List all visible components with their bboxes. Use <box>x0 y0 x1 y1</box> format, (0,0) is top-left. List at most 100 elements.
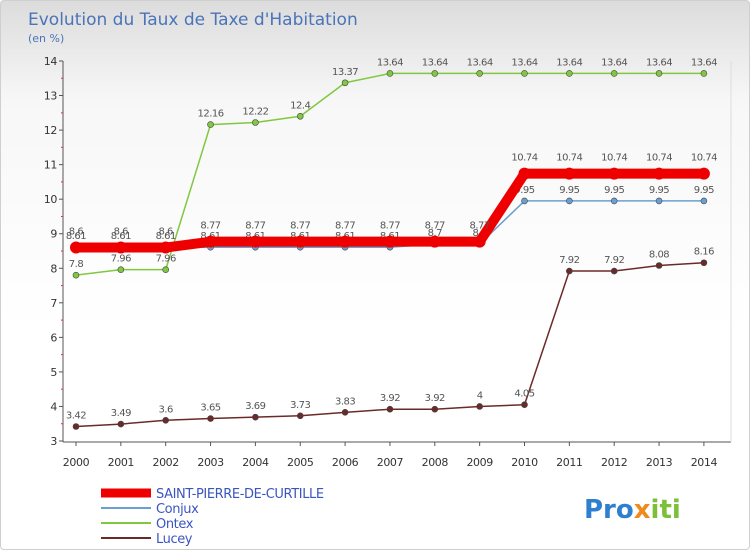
data-label: 13.64 <box>467 57 493 68</box>
data-label: 3.69 <box>245 401 265 412</box>
x-tick-label: 2008 <box>422 456 449 469</box>
data-point <box>207 415 214 422</box>
data-label: 8.61 <box>66 231 86 242</box>
data-label: 13.64 <box>646 57 672 68</box>
data-label: 8.77 <box>200 221 220 232</box>
data-label: 9.95 <box>559 185 579 196</box>
data-label: 8.77 <box>290 221 310 232</box>
data-point <box>521 70 528 77</box>
data-label: 8.6 <box>158 227 173 238</box>
data-point <box>117 266 125 273</box>
data-label: 3.92 <box>425 393 445 404</box>
data-label: 12.22 <box>242 106 268 117</box>
data-label: 3.49 <box>111 408 131 419</box>
data-point <box>204 235 217 248</box>
x-tick-label: 2001 <box>108 456 134 469</box>
legend-label: Conjux <box>156 502 199 517</box>
data-point <box>383 235 396 248</box>
data-label: 7.96 <box>111 254 131 265</box>
data-label: 10.74 <box>556 153 582 164</box>
x-tick-label: 2010 <box>511 456 538 469</box>
data-point <box>296 412 304 420</box>
data-point <box>72 271 80 279</box>
x-ticks: 2000 2001 2002 2003 2004 2005 2006 2007 2008 2009… <box>63 442 718 469</box>
data-label: 8.77 <box>380 221 400 232</box>
chart-subtitle: (en %) <box>28 32 64 45</box>
data-point <box>700 259 708 267</box>
y-tick-label: 12 <box>44 124 57 137</box>
data-point <box>700 70 708 77</box>
data-label: 13.64 <box>601 57 627 68</box>
legend-label: Lucey <box>156 532 193 547</box>
data-point <box>655 70 663 77</box>
data-label: 13.64 <box>377 57 403 68</box>
data-label: 8.77 <box>335 221 355 232</box>
data-point <box>608 167 621 180</box>
data-label: 7.8 <box>69 259 84 270</box>
data-label: 12.16 <box>197 109 223 120</box>
data-label: 9.95 <box>514 185 534 196</box>
x-tick-label: 2011 <box>556 456 582 469</box>
data-label: 3.42 <box>66 410 86 421</box>
data-label: 8.6 <box>114 227 129 238</box>
data-label: 4 <box>477 390 483 401</box>
data-point <box>249 235 262 248</box>
y-tick-label: 11 <box>44 159 57 172</box>
data-point <box>162 416 169 424</box>
data-point <box>610 197 618 205</box>
data-label: 9.95 <box>649 185 669 196</box>
y-tick-label: 4 <box>50 400 57 413</box>
data-label: 3.6 <box>158 404 173 415</box>
data-point <box>655 197 663 205</box>
y-tick-label: 9 <box>50 228 57 241</box>
data-point <box>296 112 304 120</box>
y-tick-label: 13 <box>44 90 58 103</box>
data-label: 10.74 <box>511 153 537 164</box>
data-label: 10.74 <box>646 153 672 164</box>
data-label: 8.08 <box>649 250 669 261</box>
data-label: 10.74 <box>691 153 717 164</box>
data-label: 3.92 <box>380 393 400 404</box>
data-label: 3.83 <box>335 396 355 407</box>
data-point <box>252 413 259 421</box>
data-point <box>566 267 573 275</box>
data-label: 7.96 <box>156 254 176 265</box>
data-label: 7.92 <box>559 255 579 266</box>
data-label: 10.74 <box>601 153 627 164</box>
data-point <box>655 262 663 269</box>
series-ontex: 7.8 7.96 7.96 12.16 12.22 12.4 13.37 13.64 13.64… <box>69 57 718 279</box>
data-label: 8.7 <box>428 228 443 239</box>
legend-label: SAINT-PIERRE-DE-CURTILLE <box>156 487 324 502</box>
data-point <box>566 70 573 77</box>
legend-label: Ontex <box>156 517 194 532</box>
data-point <box>386 70 394 77</box>
data-label: 8.16 <box>694 247 714 258</box>
data-point <box>114 241 127 254</box>
data-label: 9.95 <box>694 185 714 196</box>
x-tick-label: 2014 <box>691 456 718 469</box>
series-lucey: 3.42 3.49 3.6 3.65 3.69 3.73 3.83 3.92 3.92 4 4.05… <box>66 247 715 430</box>
data-point <box>159 241 172 254</box>
data-label: 13.37 <box>332 67 358 78</box>
data-point <box>341 409 349 416</box>
x-tick-label: 2000 <box>63 456 90 469</box>
data-label: 13.64 <box>511 57 537 68</box>
y-tick-label: 6 <box>50 331 57 344</box>
data-point <box>162 266 169 273</box>
data-label: 8.61 <box>156 231 176 242</box>
x-tick-label: 2002 <box>152 456 178 469</box>
x-tick-label: 2007 <box>377 456 404 469</box>
data-point <box>476 70 483 77</box>
x-tick-label: 2012 <box>601 456 627 469</box>
data-label: 3.65 <box>200 403 220 414</box>
series-layer: 7.8 7.96 7.96 12.16 12.22 12.4 13.37 13.64 13.64… <box>66 57 718 430</box>
data-point <box>610 267 618 275</box>
data-point <box>610 70 618 77</box>
svg-text:Proxiti: Proxiti <box>584 495 681 525</box>
data-point <box>386 405 394 413</box>
y-ticks: 3 4 5 6 7 8 9 10 11 12 13 14 <box>44 55 63 448</box>
data-label: 8.6 <box>69 227 84 238</box>
y-tick-label: 8 <box>50 262 57 275</box>
